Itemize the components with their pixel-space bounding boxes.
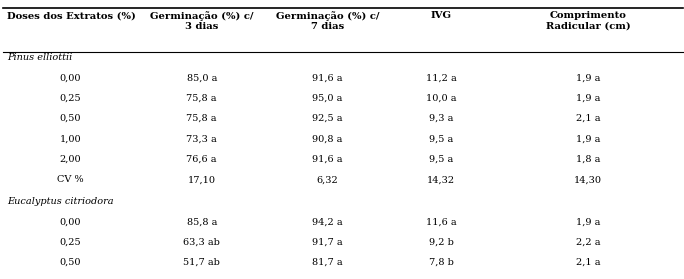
Text: 75,8 a: 75,8 a — [187, 114, 217, 123]
Text: Pinus elliottii: Pinus elliottii — [7, 53, 72, 62]
Text: 2,2 a: 2,2 a — [576, 278, 601, 279]
Text: 9,5 a: 9,5 a — [429, 155, 453, 164]
Text: 95,0 a: 95,0 a — [312, 94, 343, 103]
Text: Doses dos Extratos (%): Doses dos Extratos (%) — [7, 11, 135, 20]
Text: Comprimento
Radicular (cm): Comprimento Radicular (cm) — [546, 11, 631, 31]
Text: 1,9 a: 1,9 a — [576, 94, 601, 103]
Text: 1,9 a: 1,9 a — [576, 73, 601, 82]
Text: 14,32: 14,32 — [427, 175, 456, 184]
Text: 81,7 a: 81,7 a — [312, 258, 343, 267]
Text: 35,8 b: 35,8 b — [186, 278, 218, 279]
Text: 90,8 a: 90,8 a — [312, 134, 343, 143]
Text: 9,5 a: 9,5 a — [429, 134, 453, 143]
Text: 9,3 a: 9,3 a — [429, 114, 453, 123]
Text: 2,00: 2,00 — [60, 155, 81, 164]
Text: 1,9 a: 1,9 a — [576, 217, 601, 226]
Text: 1,00: 1,00 — [60, 134, 81, 143]
Text: 0,25: 0,25 — [60, 94, 81, 103]
Text: 85,8 a: 85,8 a — [187, 217, 217, 226]
Text: 10,0 a: 10,0 a — [426, 94, 456, 103]
Text: 6,32: 6,32 — [317, 175, 339, 184]
Text: Eucalyptus citriodora: Eucalyptus citriodora — [7, 197, 114, 206]
Text: 0,25: 0,25 — [60, 238, 81, 247]
Text: 51,7 ab: 51,7 ab — [183, 258, 220, 267]
Text: 9,2 b: 9,2 b — [429, 238, 453, 247]
Text: CV %: CV % — [57, 175, 83, 184]
Text: 14,30: 14,30 — [575, 175, 602, 184]
Text: 11,2 a: 11,2 a — [426, 73, 456, 82]
Text: 94,2 a: 94,2 a — [312, 217, 343, 226]
Text: 91,6 a: 91,6 a — [312, 73, 343, 82]
Text: 92,5 a: 92,5 a — [312, 114, 343, 123]
Text: 75,8 a: 75,8 a — [187, 94, 217, 103]
Text: 85,0 a: 85,0 a — [187, 73, 217, 82]
Text: 0,50: 0,50 — [60, 258, 81, 267]
Text: Germinação (%) c/
7 dias: Germinação (%) c/ 7 dias — [276, 11, 379, 32]
Text: 1,00: 1,00 — [60, 278, 81, 279]
Text: 11,6 a: 11,6 a — [426, 217, 456, 226]
Text: 0,50: 0,50 — [60, 114, 81, 123]
Text: 2,1 a: 2,1 a — [576, 258, 601, 267]
Text: 76,6 a: 76,6 a — [187, 155, 217, 164]
Text: 1,9 a: 1,9 a — [576, 134, 601, 143]
Text: 63,3 ab: 63,3 ab — [183, 238, 220, 247]
Text: 0,00: 0,00 — [60, 73, 81, 82]
Text: 0,00: 0,00 — [60, 217, 81, 226]
Text: 83,3 a: 83,3 a — [312, 278, 343, 279]
Text: 17,10: 17,10 — [187, 175, 215, 184]
Text: Germinação (%) c/
3 dias: Germinação (%) c/ 3 dias — [150, 11, 254, 32]
Text: 91,6 a: 91,6 a — [312, 155, 343, 164]
Text: 91,7 a: 91,7 a — [312, 238, 343, 247]
Text: 73,3 a: 73,3 a — [186, 134, 217, 143]
Text: 2,1 a: 2,1 a — [576, 114, 601, 123]
Text: IVG: IVG — [431, 11, 451, 20]
Text: 7,3 b: 7,3 b — [429, 278, 453, 279]
Text: 7,8 b: 7,8 b — [429, 258, 453, 267]
Text: 1,8 a: 1,8 a — [576, 155, 601, 164]
Text: 2,2 a: 2,2 a — [576, 238, 601, 247]
